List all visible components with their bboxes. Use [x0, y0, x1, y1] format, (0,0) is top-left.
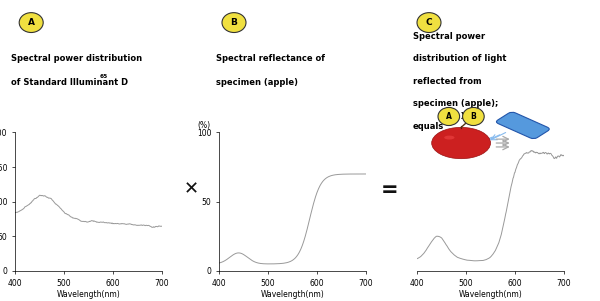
Text: Spectral reflectance of: Spectral reflectance of: [216, 54, 325, 63]
X-axis label: Wavelength(nm): Wavelength(nm): [56, 290, 121, 299]
Text: B: B: [470, 112, 476, 121]
Text: (%): (%): [197, 121, 210, 130]
Text: 65: 65: [100, 74, 108, 79]
Ellipse shape: [444, 135, 454, 139]
Text: of Standard Illuminant D: of Standard Illuminant D: [11, 78, 128, 87]
Text: distribution of light: distribution of light: [413, 54, 506, 63]
Text: X: X: [461, 112, 467, 121]
X-axis label: Wavelength(nm): Wavelength(nm): [260, 290, 325, 299]
X-axis label: Wavelength(nm): Wavelength(nm): [458, 290, 523, 299]
Text: A: A: [28, 18, 35, 27]
Text: specimen (apple);: specimen (apple);: [413, 99, 498, 108]
Text: Spectral power: Spectral power: [413, 32, 485, 41]
FancyBboxPatch shape: [496, 112, 549, 139]
Text: ✕: ✕: [183, 181, 199, 199]
Text: B: B: [230, 18, 238, 27]
Text: A: A: [446, 112, 452, 121]
Text: equals: equals: [413, 122, 444, 131]
Circle shape: [431, 127, 491, 159]
Text: reflected from: reflected from: [413, 77, 481, 86]
Text: C: C: [425, 18, 433, 27]
Text: Spectral power distribution: Spectral power distribution: [11, 54, 142, 63]
Text: specimen (apple): specimen (apple): [216, 78, 298, 87]
Text: =: =: [381, 180, 399, 200]
